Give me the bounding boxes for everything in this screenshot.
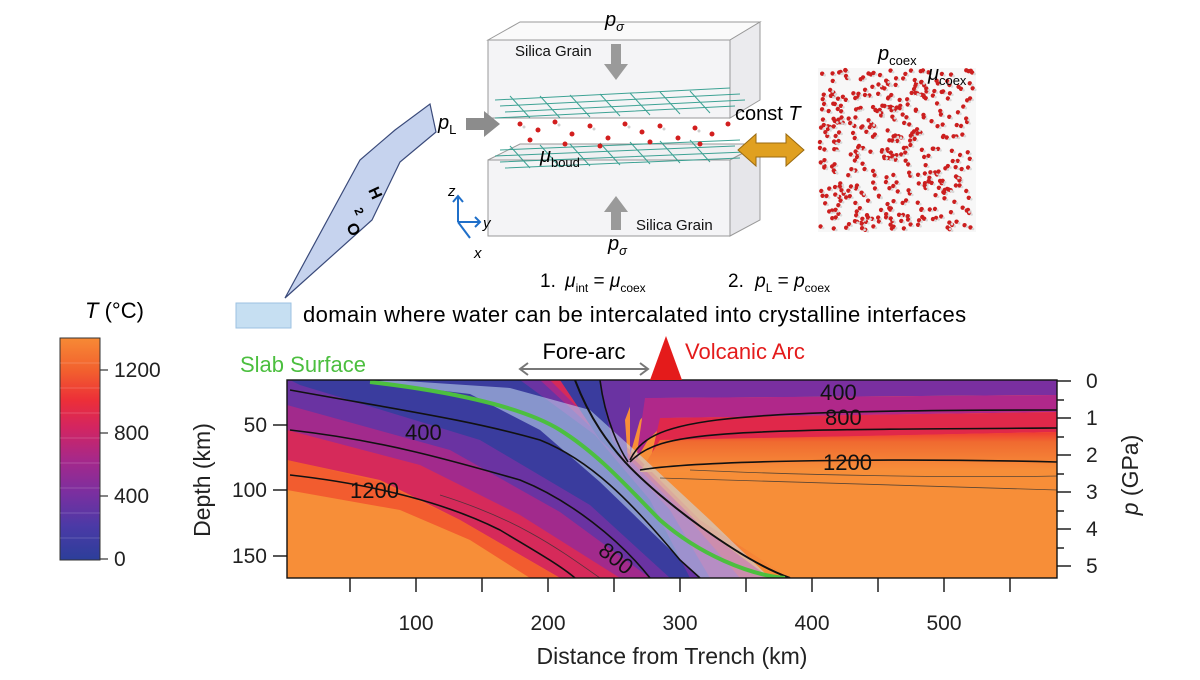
h2o-vein: H 2 O <box>284 102 437 299</box>
condition-1: 1. μint = μcoex <box>540 271 646 295</box>
x-axis-ticks <box>349 578 1011 592</box>
mu-coex-label: μcoex <box>927 63 967 88</box>
contour-label-1200-left: 1200 <box>350 478 399 503</box>
colorbar-tick-800: 800 <box>114 422 149 445</box>
colorbar-tick-400: 400 <box>114 485 149 508</box>
axis-y-label: y <box>482 215 492 232</box>
const-T-label: const T <box>735 103 802 125</box>
p-coex-label: pcoex <box>877 43 917 68</box>
minor-contours <box>439 469 1057 578</box>
slab-surface-line <box>369 380 786 578</box>
contour-label-800-right: 800 <box>825 405 862 430</box>
silica-grain-bottom-label: Silica Grain <box>636 217 713 234</box>
y-left-ticks <box>273 424 287 557</box>
p-L-label: pL <box>437 112 456 137</box>
silica-slab-schematic <box>466 21 762 237</box>
slab-surface-label: Slab Surface <box>240 352 366 377</box>
y-right-ticks <box>1057 380 1071 567</box>
x-tick-500: 500 <box>926 612 961 635</box>
x-tick-300: 300 <box>662 612 697 635</box>
y-left-tick-100: 100 <box>232 479 267 502</box>
x-axis-label: Distance from Trench (km) <box>537 643 808 669</box>
y-right-tick-5: 5 <box>1086 555 1098 578</box>
p-sigma-bottom-label: pσ <box>607 233 628 258</box>
colorbar-tick-0: 0 <box>114 548 126 571</box>
xyz-axes-icon <box>452 194 482 239</box>
domain-legend-swatch <box>235 302 292 329</box>
y-right-axis-label: p (GPa) <box>1117 435 1143 517</box>
axis-x-label: x <box>473 245 482 262</box>
fore-arc-label: Fore-arc <box>542 339 625 364</box>
y-left-axis-label: Depth (km) <box>189 423 215 537</box>
y-right-tick-0: 0 <box>1086 370 1098 393</box>
fore-arc-arrow <box>518 362 650 376</box>
x-tick-200: 200 <box>530 612 565 635</box>
colorbar <box>59 337 108 561</box>
volcanic-arc-marker <box>650 336 682 380</box>
contour-label-1200-right: 1200 <box>823 450 872 475</box>
exchange-double-arrow <box>737 132 805 168</box>
condition-2: 2. pL = pcoex <box>728 271 830 295</box>
x-tick-100: 100 <box>398 612 433 635</box>
silica-grain-top-label: Silica Grain <box>515 43 592 60</box>
domain-legend-text: domain where water can be intercalated i… <box>303 302 967 327</box>
contour-label-400-right: 400 <box>820 380 857 405</box>
mu-boud-label: μboud <box>539 145 580 170</box>
y-right-tick-3: 3 <box>1086 481 1098 504</box>
p-sigma-top-label: pσ <box>604 9 625 34</box>
axis-z-label: z <box>447 183 456 200</box>
contour-label-400-left: 400 <box>405 420 442 445</box>
colorbar-tick-1200: 1200 <box>114 359 161 382</box>
contour-lines <box>289 380 1057 578</box>
y-right-tick-4: 4 <box>1086 518 1098 541</box>
y-right-tick-1: 1 <box>1086 407 1098 430</box>
bulk-water-box <box>817 67 977 233</box>
x-tick-400: 400 <box>794 612 829 635</box>
colorbar-title: T (°C) <box>85 298 144 323</box>
y-right-tick-2: 2 <box>1086 444 1098 467</box>
y-left-tick-50: 50 <box>244 414 267 437</box>
volcanic-arc-label: Volcanic Arc <box>685 339 805 364</box>
y-left-tick-150: 150 <box>232 545 267 568</box>
